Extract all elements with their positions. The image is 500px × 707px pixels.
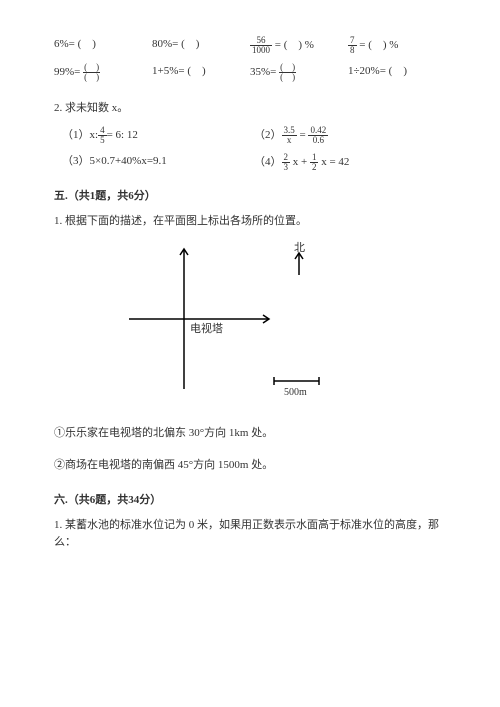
paren-fraction-blank: ( ) ( ) bbox=[83, 63, 100, 82]
eq: = bbox=[297, 129, 309, 141]
q2-item4: （4）23 x + 12 x = 42 bbox=[254, 153, 446, 172]
text: 35%= bbox=[250, 66, 276, 78]
pct: % bbox=[389, 39, 398, 51]
text: 6%= bbox=[54, 38, 75, 50]
cell-1plus5pct: 1+5%= ( ) bbox=[152, 63, 250, 82]
fraction: 7 8 bbox=[348, 36, 357, 55]
north-label: 北 bbox=[294, 241, 305, 254]
section6-q1: 1. 某蓄水池的标准水位记为 0 米，如果用正数表示水面高于标准水位的高度，那么… bbox=[54, 517, 446, 550]
text: 1÷20%= bbox=[348, 65, 386, 77]
text: 1+5%= bbox=[152, 65, 185, 77]
cell-7-8: 7 8 = ( ) % bbox=[348, 36, 446, 55]
text: 99%= bbox=[54, 66, 80, 78]
direction-diagram-wrap: 电视塔 北 500m bbox=[84, 239, 314, 409]
denominator: 8 bbox=[348, 46, 357, 55]
numerator: 2 bbox=[282, 153, 291, 163]
denominator: 5 bbox=[98, 136, 107, 145]
numerator: 0.42 bbox=[308, 126, 328, 136]
pct: % bbox=[305, 39, 314, 51]
fraction: 23 bbox=[282, 153, 291, 172]
suffix: = 6: 12 bbox=[107, 129, 138, 141]
bot-blank: ( ) bbox=[279, 73, 296, 82]
q2-row1: （1）x:45= 6: 12 （2）3.5x = 0.420.6 bbox=[62, 126, 446, 145]
blank: ( ) bbox=[284, 39, 302, 51]
center-label: 电视塔 bbox=[190, 321, 223, 335]
eq: = bbox=[359, 39, 365, 51]
q2-item2: （2）3.5x = 0.420.6 bbox=[254, 126, 446, 145]
prefix: （1）x: bbox=[62, 129, 98, 141]
denominator: 3 bbox=[282, 163, 291, 172]
cell-6pct: 6%= ( ) bbox=[54, 36, 152, 55]
fraction: 3.5x bbox=[282, 126, 297, 145]
section5-sub2: ②商场在电视塔的南偏西 45°方向 1500m 处。 bbox=[54, 457, 446, 474]
direction-diagram: 电视塔 北 500m bbox=[114, 239, 344, 409]
blank: ( ) bbox=[389, 65, 407, 77]
numerator: 4 bbox=[98, 126, 107, 136]
q2-item1: （1）x:45= 6: 12 bbox=[62, 126, 254, 145]
denominator: 1000 bbox=[250, 46, 272, 55]
denominator: x bbox=[282, 136, 297, 145]
section5-q1: 1. 根据下面的描述，在平面图上标出各场所的位置。 bbox=[54, 213, 446, 230]
cell-35pct: 35%= ( ) ( ) bbox=[250, 63, 348, 82]
bot-blank: ( ) bbox=[83, 73, 100, 82]
conversion-row-2: 99%= ( ) ( ) 1+5%= ( ) 35%= ( ) ( ) 1÷20… bbox=[54, 63, 446, 82]
q2-row2: （3）5×0.7+40%x=9.1 （4）23 x + 12 x = 42 bbox=[62, 153, 446, 172]
section5-title: 五.（共1题，共6分） bbox=[54, 188, 446, 205]
text: 80%= bbox=[152, 38, 178, 50]
conversion-row-1: 6%= ( ) 80%= ( ) 56 1000 = ( ) % 7 8 = (… bbox=[54, 36, 446, 55]
q2-item3: （3）5×0.7+40%x=9.1 bbox=[62, 153, 254, 172]
blank: ( ) bbox=[187, 65, 205, 77]
numerator: 3.5 bbox=[282, 126, 297, 136]
cell-1div20pct: 1÷20%= ( ) bbox=[348, 63, 446, 82]
cell-99pct: 99%= ( ) ( ) bbox=[54, 63, 152, 82]
prefix: （2） bbox=[254, 129, 282, 141]
cell-80pct: 80%= ( ) bbox=[152, 36, 250, 55]
prefix: （4） bbox=[254, 156, 282, 168]
q2-title: 2. 求未知数 x。 bbox=[54, 100, 446, 117]
cell-56-1000: 56 1000 = ( ) % bbox=[250, 36, 348, 55]
denominator: 0.6 bbox=[308, 136, 328, 145]
scale-label: 500m bbox=[284, 387, 307, 398]
suffix: x = 42 bbox=[318, 156, 349, 168]
blank: ( ) bbox=[368, 39, 386, 51]
eq: = bbox=[275, 39, 281, 51]
fraction: 56 1000 bbox=[250, 36, 272, 55]
fraction: 0.420.6 bbox=[308, 126, 328, 145]
mid: x + bbox=[290, 156, 310, 168]
section6-title: 六.（共6题，共34分） bbox=[54, 492, 446, 509]
blank: ( ) bbox=[181, 38, 199, 50]
fraction: 45 bbox=[98, 126, 107, 145]
paren-fraction-blank: ( ) ( ) bbox=[279, 63, 296, 82]
section5-sub1: ①乐乐家在电视塔的北偏东 30°方向 1km 处。 bbox=[54, 425, 446, 442]
blank: ( ) bbox=[78, 38, 96, 50]
